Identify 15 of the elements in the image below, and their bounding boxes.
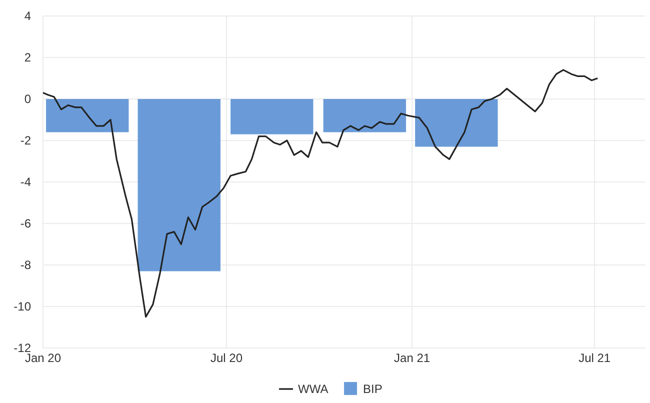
y-tick-label: -4 bbox=[20, 175, 32, 190]
y-tick-label: 0 bbox=[24, 92, 32, 106]
y-tick-label: 2 bbox=[24, 50, 32, 65]
line-series bbox=[42, 69, 598, 318]
y-tick-label: 4 bbox=[24, 9, 32, 24]
legend-label: BIP bbox=[363, 382, 382, 396]
x-tick-label: Jul 20 bbox=[210, 351, 243, 365]
legend-label: WWA bbox=[298, 382, 328, 396]
y-tick-label: -8 bbox=[20, 258, 32, 272]
x-tick-label: Jul 21 bbox=[578, 351, 611, 365]
y-tick-label: -10 bbox=[14, 300, 32, 314]
y-tick-label: -6 bbox=[20, 216, 32, 231]
x-tick-label: Jan 21 bbox=[394, 351, 430, 365]
y-tick-label: -2 bbox=[20, 134, 32, 148]
x-tick-label: Jan 20 bbox=[24, 351, 62, 365]
